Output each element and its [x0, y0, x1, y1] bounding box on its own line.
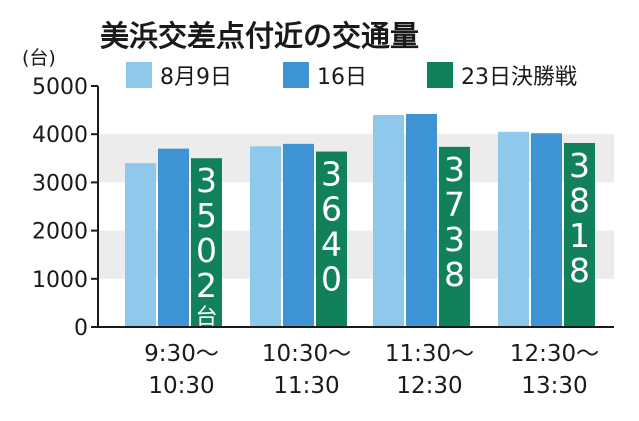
y-tick-label: 1000: [32, 268, 88, 293]
data-label-char: 8: [569, 181, 590, 220]
y-tick-label: 3000: [32, 171, 88, 196]
x-category-line: 10:30〜: [262, 341, 351, 367]
bar-1-2: [250, 146, 281, 327]
data-label-char: 8: [569, 251, 590, 290]
legend-swatch: [427, 62, 453, 88]
legend-swatch: [126, 62, 152, 88]
x-category-line: 11:30〜: [385, 341, 474, 367]
legend-label: 23日決勝戦: [461, 65, 577, 90]
bar-3-2: [316, 151, 347, 327]
bar-2-3: [406, 113, 437, 328]
legend-label: 8月9日: [160, 65, 232, 90]
data-label-char: 2: [196, 266, 217, 305]
data-label-char: 3: [444, 150, 465, 189]
x-category-label: 11:30〜 12:30: [385, 341, 474, 399]
bar-1-1: [125, 163, 156, 327]
data-label-char: 0: [321, 260, 342, 299]
y-tick-label: 4000: [32, 123, 88, 148]
x-category-line: 9:30〜: [144, 341, 219, 367]
data-label-char: 3: [569, 146, 590, 185]
y-axis-ticks: 5000 4000 3000 2000 1000 0: [32, 75, 98, 341]
data-label-char: 7: [444, 185, 465, 224]
y-tick-label: 0: [74, 316, 88, 341]
data-label-char: 3: [444, 220, 465, 259]
x-category-label: 9:30〜 10:30: [144, 341, 219, 399]
data-label-char: 3: [321, 155, 342, 194]
bar-3-4: [564, 142, 595, 327]
data-label-char: 5: [196, 196, 217, 235]
bar-2-2: [283, 143, 314, 327]
data-label-char: 0: [196, 231, 217, 270]
chart-title: 美浜交差点付近の交通量: [100, 19, 419, 53]
x-category-label: 12:30〜 13:30: [510, 341, 599, 399]
legend: 8月9日 16日 23日決勝戦: [126, 62, 577, 90]
y-axis-unit: (台): [22, 47, 56, 69]
x-category-line: 12:30〜: [510, 341, 599, 367]
bar-3-1: [191, 158, 222, 327]
data-label-char: 1: [569, 216, 590, 255]
bars: [125, 113, 595, 328]
x-category-line: 10:30: [148, 373, 214, 399]
bar-3-3: [439, 146, 470, 327]
x-category-line: 11:30: [273, 373, 339, 399]
bar-2-1: [158, 148, 189, 327]
bar-2-4: [531, 133, 562, 327]
data-label-char: 4: [321, 225, 342, 264]
data-label-char: 8: [444, 255, 465, 294]
bar-1-4: [498, 131, 529, 327]
data-label-unit: 台: [195, 305, 217, 330]
x-category-label: 10:30〜 11:30: [262, 341, 351, 399]
bar-1-3: [373, 114, 404, 327]
legend-swatch: [283, 62, 309, 88]
y-tick-label: 5000: [32, 75, 88, 100]
x-category-line: 12:30: [396, 373, 462, 399]
legend-label: 16日: [317, 65, 367, 90]
y-tick-label: 2000: [32, 220, 88, 245]
x-category-line: 13:30: [521, 373, 587, 399]
x-axis-labels: 9:30〜 10:30 10:30〜 11:30 11:30〜 12:30 12:30〜 13…: [144, 341, 599, 399]
data-label-char: 6: [321, 190, 342, 229]
data-label-char: 3: [196, 161, 217, 200]
